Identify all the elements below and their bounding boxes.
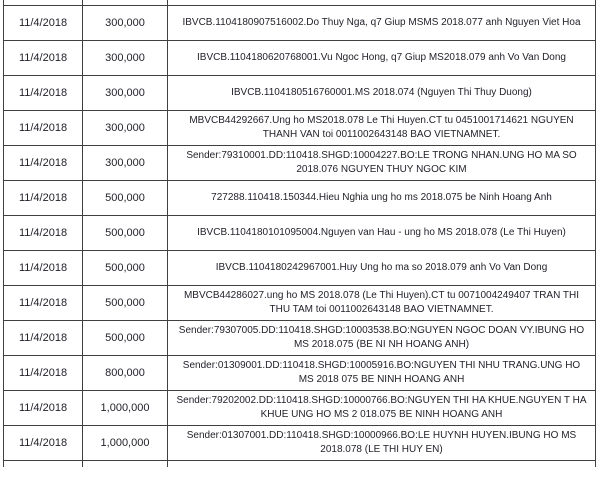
table-row: 11/4/2018 1,000,000 Sender:79202002.DD:110… [3, 389, 596, 426]
amount-cell: 300,000 [82, 4, 168, 41]
description-cell: IBVCB.1104180516760001.MS 2018.074 (Nguy… [167, 74, 596, 111]
description-cell: Sender:79310001.DD:110418.SHGD:10004227.… [167, 144, 596, 181]
date-cell: 11/4/2018 [3, 354, 83, 391]
donation-transactions-table: 11/4/2018 300,000 IBVCB.1104180907516002.D… [3, 0, 596, 467]
amount-cell: 300,000 [82, 144, 168, 181]
amount-cell: 500,000 [82, 179, 168, 216]
date-cell: 11/4/2018 [3, 424, 83, 461]
description-cell: MBVCB44286027.ung ho MS 2018.078 (Le Thi… [167, 284, 596, 321]
table-row: 11/4/2018 500,000 MBVCB44286027.ung ho MS … [3, 284, 596, 321]
description-cell: IBVCB.1104180242967001.Huy Ung ho ma so … [167, 249, 596, 286]
description-cell: Sender:79307005.DD:110418.SHGD:10003538.… [167, 319, 596, 356]
date-cell: 11/4/2018 [3, 74, 83, 111]
date-cell: 11/4/2018 [3, 39, 83, 76]
table-row: 11/4/2018 300,000 IBVCB.1104180516760001.M… [3, 74, 596, 111]
date-cell: 11/4/2018 [3, 144, 83, 181]
description-cell: IBVCB.1104180101095004.Nguyen van Hau - … [167, 214, 596, 251]
description-cell: MBVCB44292667.Ung ho MS2018.078 Le Thi H… [167, 109, 596, 146]
amount-cell: 500,000 [82, 284, 168, 321]
partial-description-cell [167, 459, 596, 467]
amount-cell: 300,000 [82, 39, 168, 76]
date-cell: 11/4/2018 [3, 389, 83, 426]
amount-cell: 300,000 [82, 109, 168, 146]
amount-cell: 800,000 [82, 354, 168, 391]
description-cell: 727288.110418.150344.Hieu Nghia ung ho m… [167, 179, 596, 216]
date-cell: 11/4/2018 [3, 4, 83, 41]
date-cell: 11/4/2018 [3, 109, 83, 146]
date-cell: 11/4/2018 [3, 249, 83, 286]
table-row: 11/4/2018 1,000,000 Sender:01307001.DD:110… [3, 424, 596, 461]
table-row: 11/4/2018 800,000 Sender:01309001.DD:11041… [3, 354, 596, 391]
amount-cell: 1,000,000 [82, 389, 168, 426]
amount-cell: 500,000 [82, 214, 168, 251]
partial-row-bottom [3, 459, 596, 467]
description-cell: IBVCB.1104180907516002.Do Thuy Nga, q7 G… [167, 4, 596, 41]
date-cell: 11/4/2018 [3, 284, 83, 321]
table-row: 11/4/2018 300,000 IBVCB.1104180907516002.D… [3, 4, 596, 41]
table-row: 11/4/2018 300,000 Sender:79310001.DD:11041… [3, 144, 596, 181]
table-row: 11/4/2018 500,000 727288.110418.150344.Hie… [3, 179, 596, 216]
amount-cell: 500,000 [82, 249, 168, 286]
description-cell: Sender:79202002.DD:110418.SHGD:10000766.… [167, 389, 596, 426]
description-cell: Sender:01309001.DD:110418.SHGD:10005916.… [167, 354, 596, 391]
partial-date-cell [3, 459, 83, 467]
table-row: 11/4/2018 300,000 MBVCB44292667.Ung ho MS2… [3, 109, 596, 146]
table-body: 11/4/2018 300,000 IBVCB.1104180907516002.D… [3, 0, 596, 467]
description-cell: IBVCB.1104180620768001.Vu Ngoc Hong, q7 … [167, 39, 596, 76]
partial-amount-cell [82, 459, 168, 467]
amount-cell: 500,000 [82, 319, 168, 356]
date-cell: 11/4/2018 [3, 214, 83, 251]
amount-cell: 1,000,000 [82, 424, 168, 461]
amount-cell: 300,000 [82, 74, 168, 111]
table-row: 11/4/2018 300,000 IBVCB.1104180620768001.V… [3, 39, 596, 76]
table-row: 11/4/2018 500,000 IBVCB.1104180242967001.H… [3, 249, 596, 286]
date-cell: 11/4/2018 [3, 319, 83, 356]
description-cell: Sender:01307001.DD:110418.SHGD:10000966.… [167, 424, 596, 461]
date-cell: 11/4/2018 [3, 179, 83, 216]
table-row: 11/4/2018 500,000 Sender:79307005.DD:11041… [3, 319, 596, 356]
table-row: 11/4/2018 500,000 IBVCB.1104180101095004.N… [3, 214, 596, 251]
